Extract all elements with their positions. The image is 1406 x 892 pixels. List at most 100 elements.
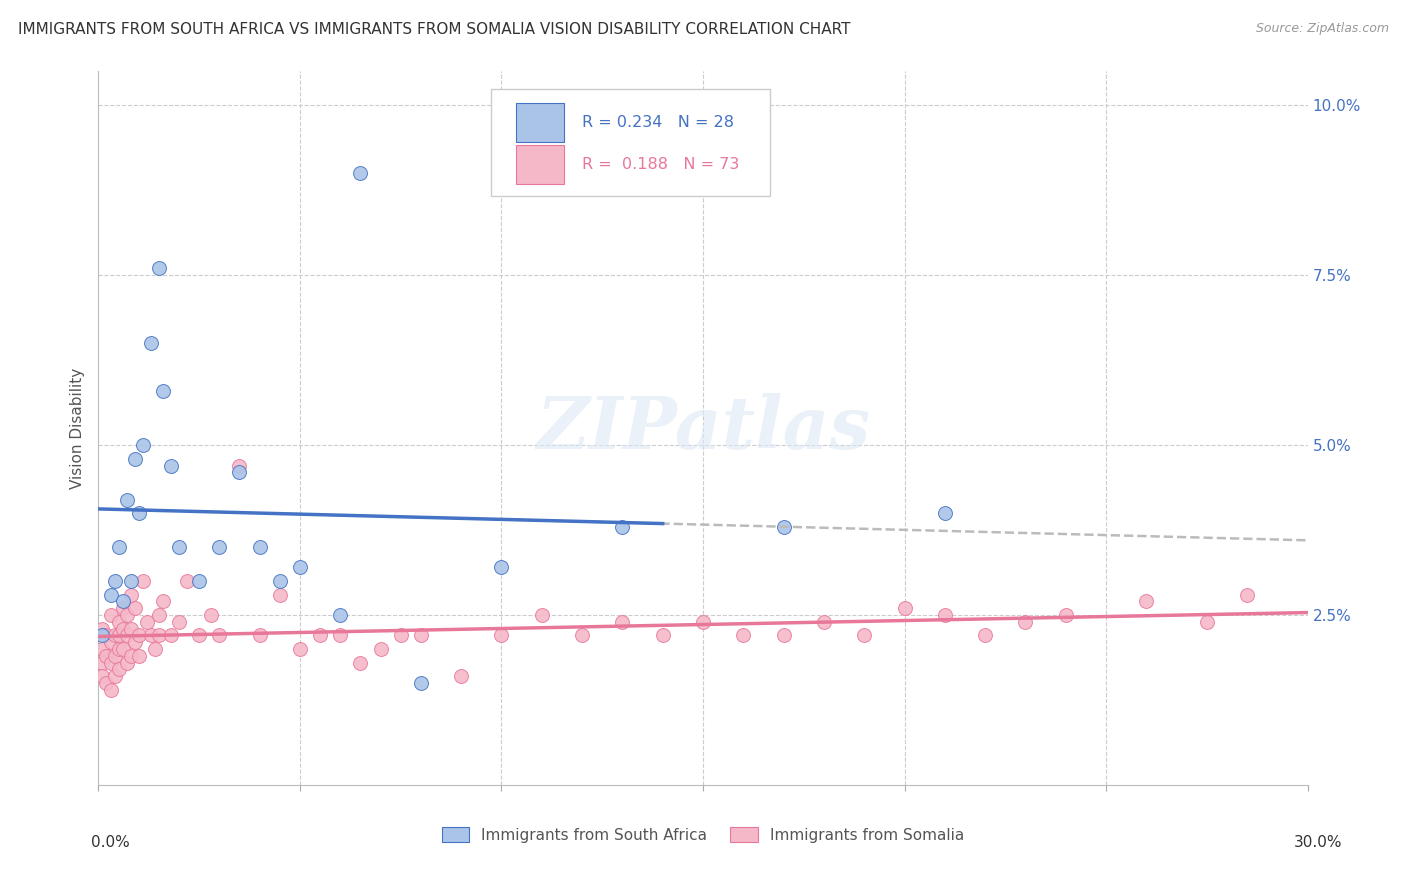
Point — [349, 166, 371, 180]
Point — [269, 574, 291, 588]
Point — [389, 628, 412, 642]
Point — [111, 594, 134, 608]
Point — [934, 608, 956, 623]
Point — [148, 608, 170, 623]
Point — [103, 628, 125, 642]
Point — [370, 642, 392, 657]
Point — [1135, 594, 1157, 608]
Point — [167, 540, 190, 554]
Point — [208, 628, 231, 642]
Point — [103, 574, 125, 588]
Point — [571, 628, 593, 642]
Text: IMMIGRANTS FROM SOUTH AFRICA VS IMMIGRANTS FROM SOMALIA VISION DISABILITY CORREL: IMMIGRANTS FROM SOUTH AFRICA VS IMMIGRAN… — [18, 22, 851, 37]
Point — [329, 608, 352, 623]
Point — [100, 635, 122, 649]
Point — [853, 628, 876, 642]
Point — [409, 676, 432, 690]
Point — [107, 615, 129, 629]
Point — [103, 669, 125, 683]
Point — [96, 676, 118, 690]
Point — [100, 682, 122, 697]
Point — [160, 458, 183, 473]
FancyBboxPatch shape — [516, 145, 564, 185]
Point — [188, 628, 211, 642]
Text: ZIPatlas: ZIPatlas — [536, 392, 870, 464]
Point — [208, 540, 231, 554]
Point — [120, 588, 142, 602]
Point — [974, 628, 997, 642]
Point — [91, 642, 114, 657]
Point — [813, 615, 835, 629]
Point — [651, 628, 673, 642]
Point — [349, 656, 371, 670]
Point — [450, 669, 472, 683]
Point — [132, 574, 155, 588]
Point — [100, 608, 122, 623]
Point — [91, 628, 114, 642]
Point — [612, 519, 634, 533]
Text: 0.0%: 0.0% — [91, 836, 131, 850]
Point — [100, 656, 122, 670]
Point — [107, 540, 129, 554]
Point — [115, 656, 138, 670]
Point — [148, 261, 170, 276]
Point — [733, 628, 755, 642]
Point — [491, 628, 513, 642]
Point — [128, 648, 150, 663]
Point — [200, 608, 222, 623]
Point — [143, 642, 166, 657]
Point — [111, 642, 134, 657]
Point — [111, 622, 134, 636]
Point — [152, 384, 174, 398]
Point — [692, 615, 714, 629]
Point — [115, 492, 138, 507]
Point — [107, 628, 129, 642]
Point — [1236, 588, 1258, 602]
Point — [409, 628, 432, 642]
Point — [96, 648, 118, 663]
Point — [309, 628, 332, 642]
Point — [135, 615, 157, 629]
Point — [530, 608, 553, 623]
Y-axis label: Vision Disability: Vision Disability — [69, 368, 84, 489]
Point — [288, 642, 311, 657]
Point — [111, 601, 134, 615]
Point — [772, 628, 794, 642]
Point — [167, 615, 190, 629]
Point — [772, 519, 794, 533]
Point — [152, 594, 174, 608]
Point — [139, 336, 162, 351]
Point — [103, 648, 125, 663]
Point — [96, 628, 118, 642]
Point — [228, 458, 250, 473]
Point — [249, 540, 271, 554]
Point — [128, 628, 150, 642]
Point — [115, 608, 138, 623]
Point — [132, 438, 155, 452]
Point — [128, 506, 150, 520]
Point — [124, 451, 146, 466]
Point — [160, 628, 183, 642]
Point — [107, 662, 129, 676]
Point — [893, 601, 915, 615]
Point — [188, 574, 211, 588]
Point — [491, 560, 513, 574]
Point — [124, 635, 146, 649]
Point — [91, 622, 114, 636]
Point — [91, 669, 114, 683]
Point — [288, 560, 311, 574]
Point — [120, 648, 142, 663]
Point — [100, 588, 122, 602]
Text: R = 0.234   N = 28: R = 0.234 N = 28 — [582, 115, 734, 130]
Point — [176, 574, 198, 588]
FancyBboxPatch shape — [492, 89, 769, 196]
Point — [1195, 615, 1218, 629]
Point — [1014, 615, 1036, 629]
Text: 30.0%: 30.0% — [1295, 836, 1343, 850]
Point — [91, 656, 114, 670]
Point — [115, 628, 138, 642]
Legend: Immigrants from South Africa, Immigrants from Somalia: Immigrants from South Africa, Immigrants… — [436, 821, 970, 848]
Text: R =  0.188   N = 73: R = 0.188 N = 73 — [582, 157, 740, 172]
Point — [120, 574, 142, 588]
Point — [249, 628, 271, 642]
